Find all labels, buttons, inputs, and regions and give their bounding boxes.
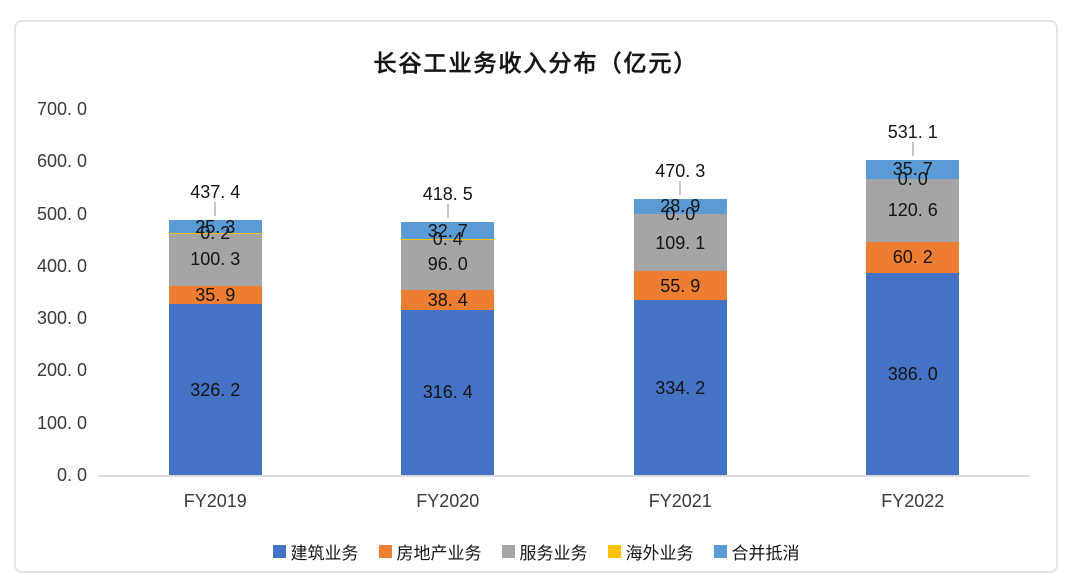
x-axis-category-label: FY2020 xyxy=(416,491,480,511)
bar-segment-房地产业务 xyxy=(633,271,727,301)
label-leader-line xyxy=(214,201,217,216)
total-value-label: 531. 1 xyxy=(887,121,938,142)
total-value-label: 418. 5 xyxy=(422,183,473,204)
x-axis-category-label: FY2022 xyxy=(881,491,945,511)
legend-label: 海外业务 xyxy=(625,544,694,563)
segment-value-label: 316. 4 xyxy=(422,382,473,403)
legend-label: 建筑业务 xyxy=(290,544,359,563)
legend-swatch xyxy=(607,545,621,558)
bar-segment-合并抵消 xyxy=(866,160,960,179)
legend-swatch xyxy=(272,545,286,558)
legend: 建筑业务 房地产业务 服务业务 海外业务 合并抵消 xyxy=(16,539,1056,564)
segment-value-label: 55. 9 xyxy=(660,275,701,296)
bar-segment-合并抵消 xyxy=(633,198,727,214)
legend-item: 服务业务 xyxy=(501,539,588,564)
chart-card: 长谷工业务收入分布（亿元） 700. 0 600. 0 500. 0 400. 0 30… xyxy=(14,20,1058,573)
y-axis-tick-label: 100. 0 xyxy=(36,412,87,433)
y-axis-tick-label: 700. 0 xyxy=(36,99,87,119)
y-axis-tick-label: 500. 0 xyxy=(36,203,87,224)
segment-value-label: 109. 1 xyxy=(655,232,706,253)
bar-segment-建筑业务 xyxy=(401,309,495,475)
bar-segment-房地产业务 xyxy=(168,285,262,305)
bar-segment-房地产业务 xyxy=(401,289,495,310)
bar-segment-服务业务 xyxy=(866,178,960,242)
legend-item: 合并抵消 xyxy=(713,539,800,564)
segment-value-label: 38. 4 xyxy=(427,289,468,310)
segment-value-label: 334. 2 xyxy=(655,377,706,398)
segment-value-label: 386. 0 xyxy=(887,364,938,385)
label-leader-line xyxy=(911,141,914,156)
segment-value-label: 28. 9 xyxy=(660,196,701,217)
segment-value-label: 0. 0 xyxy=(897,168,928,189)
x-axis-category-label: FY2021 xyxy=(648,491,712,511)
segment-value-label: 120. 6 xyxy=(887,200,938,221)
y-axis-tick-label: 300. 0 xyxy=(36,308,87,329)
bar-segment-建筑业务 xyxy=(866,273,960,475)
bar-segment-服务业务 xyxy=(633,214,727,272)
label-leader-line xyxy=(446,203,449,218)
y-axis-tick-label: 200. 0 xyxy=(36,360,87,381)
y-axis-tick-label: 400. 0 xyxy=(36,255,87,276)
legend-swatch xyxy=(713,545,727,558)
segment-value-label: 0. 0 xyxy=(665,203,696,224)
bar-segment-服务业务 xyxy=(168,233,262,286)
legend-swatch xyxy=(501,545,515,558)
plot-area: 700. 0 600. 0 500. 0 400. 0 300. 0 200. 0 100.… xyxy=(37,99,1029,511)
bar-segment-合并抵消 xyxy=(401,222,495,240)
bar-segment-服务业务 xyxy=(401,239,495,290)
y-axis-tick-label: 0. 0 xyxy=(56,465,87,485)
legend-item: 海外业务 xyxy=(607,539,694,564)
total-value-label: 437. 4 xyxy=(190,181,241,202)
segment-value-label: 25. 3 xyxy=(195,216,236,237)
segment-value-label: 100. 3 xyxy=(190,249,241,270)
segment-value-label: 0. 4 xyxy=(432,229,463,250)
legend-item: 建筑业务 xyxy=(272,539,359,564)
chart-title: 长谷工业务收入分布（亿元） xyxy=(373,51,699,76)
segment-value-label: 60. 2 xyxy=(892,247,933,268)
legend-label: 服务业务 xyxy=(519,544,588,563)
bar-segment-合并抵消 xyxy=(168,219,262,234)
segment-value-label: 32. 7 xyxy=(427,220,468,241)
bar-segment-房地产业务 xyxy=(866,241,960,274)
segment-value-label: 35. 7 xyxy=(892,159,933,180)
segment-value-label: 0. 2 xyxy=(200,223,231,244)
bar-segment-建筑业务 xyxy=(633,300,727,475)
legend-label: 房地产业务 xyxy=(396,544,482,563)
segment-value-label: 326. 2 xyxy=(190,379,241,400)
x-axis-category-label: FY2019 xyxy=(183,491,247,511)
total-value-label: 470. 3 xyxy=(655,160,706,181)
legend-item: 房地产业务 xyxy=(378,539,482,564)
segment-value-label: 35. 9 xyxy=(195,285,236,306)
bar-segment-建筑业务 xyxy=(168,304,262,475)
legend-label: 合并抵消 xyxy=(731,544,800,563)
y-axis-tick-label: 600. 0 xyxy=(36,151,87,172)
legend-swatch xyxy=(378,545,392,558)
segment-value-label: 96. 0 xyxy=(427,254,468,275)
label-leader-line xyxy=(679,180,682,195)
